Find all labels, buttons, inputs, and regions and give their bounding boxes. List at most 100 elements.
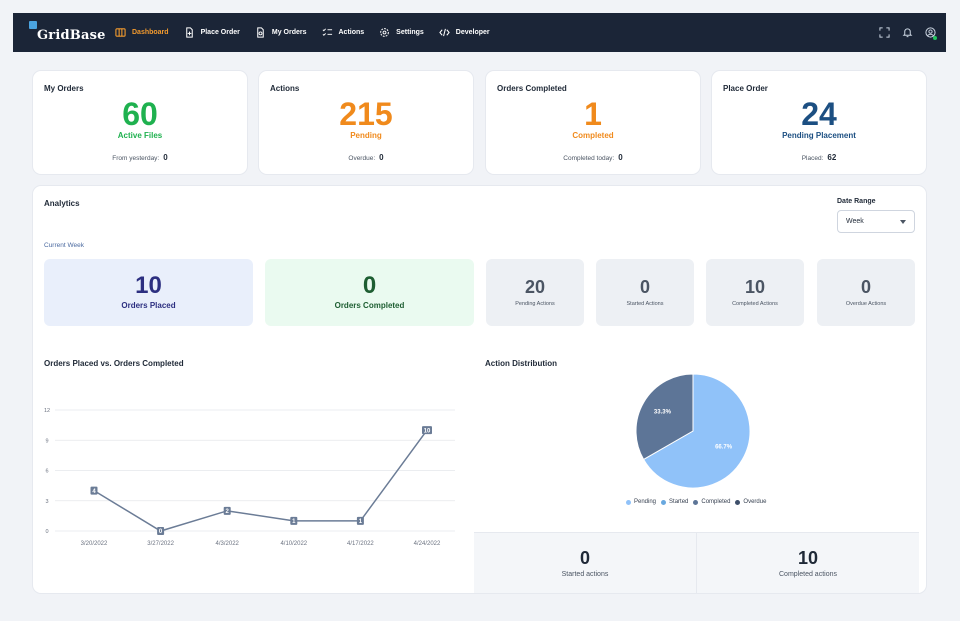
legend-label: Pending [634, 499, 657, 505]
stat-title: My Orders [44, 84, 84, 93]
data-point[interactable]: 1 [290, 516, 298, 525]
stat-foot-label: From yesterday: [112, 155, 160, 162]
stat-footer: From yesterday: 0 [33, 153, 247, 162]
y-tick-label: 12 [44, 408, 50, 414]
data-point-marker [223, 506, 231, 515]
summary-label: Started actions [561, 571, 609, 578]
stat-footer: Overdue: 0 [259, 153, 473, 162]
stat-title: Actions [270, 84, 300, 93]
data-label: 1 [359, 519, 363, 525]
stat-card-orders-completed[interactable]: Orders Completed 1 Completed Completed t… [486, 71, 700, 174]
y-tick-label: 3 [45, 499, 48, 505]
legend-swatch [735, 499, 741, 505]
data-label: 0 [159, 529, 163, 535]
fullscreen-icon[interactable] [878, 27, 890, 39]
x-tick-label: 4/10/2022 [280, 541, 307, 547]
data-point-marker [422, 426, 432, 435]
data-point[interactable]: 0 [157, 527, 165, 535]
nav-place-order[interactable]: Place Order [184, 13, 240, 52]
my-orders-icon [257, 27, 264, 38]
y-tick-label: 0 [45, 529, 48, 535]
stat-subtitle: Completed [572, 131, 614, 140]
stat-foot-label: Completed today: [563, 155, 615, 162]
data-label: 1 [292, 519, 296, 525]
stat-value: 24 [801, 96, 837, 132]
main-nav: Dashboard Place Order My Orders Actions … [115, 13, 505, 52]
tile-orders-placed: 10 Orders Placed [44, 259, 253, 326]
x-tick-label: 4/24/2022 [414, 541, 441, 547]
legend-item-pending[interactable]: Pending [626, 499, 656, 505]
data-point[interactable]: 2 [223, 506, 231, 515]
nav-settings-label: Settings [396, 29, 424, 36]
legend-label: Overdue [743, 499, 767, 505]
gear-icon [380, 28, 390, 37]
tile-label: Started Actions [626, 301, 664, 307]
nav-developer-label: Developer [455, 29, 490, 36]
action-summary: 0 Started actions 10 Completed actions [474, 532, 919, 593]
legend-label: Completed [701, 499, 731, 505]
pie-slice-pending[interactable] [642, 373, 751, 489]
stat-value: 215 [339, 96, 393, 132]
nav-actions-label: Actions [338, 29, 365, 36]
pie-legend: Pending Started Completed Overdue [626, 499, 771, 505]
legend-item-completed[interactable]: Completed [693, 499, 730, 505]
summary-value: 0 [579, 548, 590, 568]
logo-icon [29, 21, 37, 29]
stat-foot-value: 62 [827, 153, 837, 162]
tile-value: 10 [744, 277, 766, 297]
date-range-value: Week [846, 218, 864, 225]
legend-item-started[interactable]: Started [661, 499, 688, 505]
y-tick-label: 6 [45, 469, 48, 475]
tile-pending-actions: 20 Pending Actions [486, 259, 584, 326]
tile-label: Completed Actions [732, 301, 778, 307]
chevron-down-icon [900, 220, 906, 224]
user-icon[interactable] [924, 27, 937, 40]
stat-value: 1 [584, 96, 602, 132]
nav-my-orders-label: My Orders [271, 29, 307, 36]
summary-completed: 10 Completed actions [696, 533, 919, 593]
nav-developer[interactable]: Developer [439, 13, 490, 52]
nav-place-order-label: Place Order [200, 29, 240, 36]
nav-dashboard-label: Dashboard [132, 29, 169, 36]
stat-card-my-orders[interactable]: My Orders 60 Active Files From yesterday… [33, 71, 247, 174]
analytics-panel: Analytics Date Range Week Current Week 1… [33, 186, 926, 593]
x-tick-label: 4/17/2022 [347, 541, 374, 547]
tile-label: Overdue Actions [845, 301, 887, 307]
stat-value: 60 [122, 96, 158, 132]
summary-value: 10 [797, 548, 819, 568]
nav-my-orders[interactable]: My Orders [255, 13, 307, 52]
slice-label: 66.7% [715, 445, 733, 451]
legend-label: Started [669, 499, 689, 505]
brand-name: GridBase [37, 28, 106, 43]
bell-icon[interactable] [901, 27, 913, 39]
data-label: 4 [92, 489, 96, 495]
nav-dashboard[interactable]: Dashboard [115, 13, 169, 52]
stat-card-actions[interactable]: Actions 215 Pending Overdue: 0 [259, 71, 473, 174]
data-point[interactable]: 10 [422, 426, 432, 434]
data-point[interactable]: 4 [90, 486, 98, 495]
pie-slice-completed[interactable] [635, 373, 694, 461]
period-label: Current Week [44, 242, 84, 249]
stat-foot-label: Overdue: [348, 155, 376, 162]
online-status-dot [933, 35, 937, 40]
tile-overdue-actions: 0 Overdue Actions [817, 259, 915, 326]
brand-logo[interactable]: GridBase [27, 19, 107, 47]
x-tick-label: 4/3/2022 [216, 541, 240, 547]
nav-actions[interactable]: Actions [322, 13, 365, 52]
stat-subtitle: Pending Placement [782, 131, 856, 140]
data-point[interactable]: 1 [356, 516, 364, 525]
tile-value: 0 [362, 272, 377, 299]
stat-foot-label: Placed: [801, 155, 824, 162]
line-chart-title: Orders Placed vs. Orders Completed [44, 359, 184, 368]
series-line [93, 429, 428, 532]
legend-item-overdue[interactable]: Overdue [735, 499, 766, 505]
dashboard-icon [115, 28, 126, 37]
stat-foot-value: 0 [379, 153, 384, 162]
x-tick-label: 3/27/2022 [147, 541, 174, 547]
stat-foot-value: 0 [163, 153, 168, 162]
stat-card-place-order[interactable]: Place Order 24 Pending Placement Placed:… [712, 71, 926, 174]
nav-settings[interactable]: Settings [379, 13, 424, 52]
stat-title: Place Order [723, 84, 768, 93]
date-range-label: Date Range [837, 198, 876, 205]
date-range-select[interactable]: Week [837, 210, 915, 233]
